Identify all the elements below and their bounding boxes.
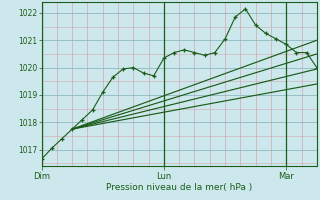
X-axis label: Pression niveau de la mer( hPa ): Pression niveau de la mer( hPa )	[106, 183, 252, 192]
